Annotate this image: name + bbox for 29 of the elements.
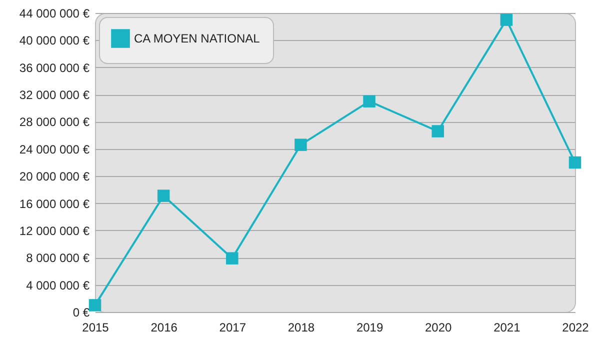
point <box>500 14 513 26</box>
y-tick-label: 36 000 000 € <box>19 60 90 75</box>
y-tick-label: 20 000 000 € <box>19 170 90 184</box>
point <box>226 252 238 264</box>
x-tick-label: 2017 <box>219 320 246 334</box>
x-tick-label: 2020 <box>425 320 452 334</box>
x-tick-label: 2021 <box>494 320 521 334</box>
point <box>88 299 102 312</box>
y-tick-label: 8 000 000 € <box>26 251 90 266</box>
y-tick-label: 4 000 000 € <box>26 278 90 292</box>
point <box>432 125 444 138</box>
x-tick-label: 2022 <box>562 320 590 334</box>
x-tick-label: 2016 <box>150 320 178 334</box>
y-tick-label: 44 000 000 € <box>19 6 90 20</box>
y-tick-label: 0 € <box>72 306 90 320</box>
y-tick-label: 24 000 000 € <box>19 142 90 156</box>
legend-label: CA MOYEN NATIONAL <box>134 32 260 46</box>
y-tick-label: 40 000 000 € <box>19 34 90 48</box>
x-tick-label: 2019 <box>356 320 384 334</box>
point <box>294 138 307 151</box>
y-tick-label: 32 000 000 € <box>19 88 90 102</box>
point <box>363 95 376 108</box>
x-tick-label: 2018 <box>288 320 315 334</box>
y-tick-label: 28 000 000 € <box>19 115 90 130</box>
point <box>568 156 582 169</box>
point <box>157 190 170 202</box>
y-tick-label: 16 000 000 € <box>19 196 90 211</box>
x-tick-label: 2015 <box>82 320 110 334</box>
y-tick-label: 12 000 000 € <box>19 224 90 238</box>
